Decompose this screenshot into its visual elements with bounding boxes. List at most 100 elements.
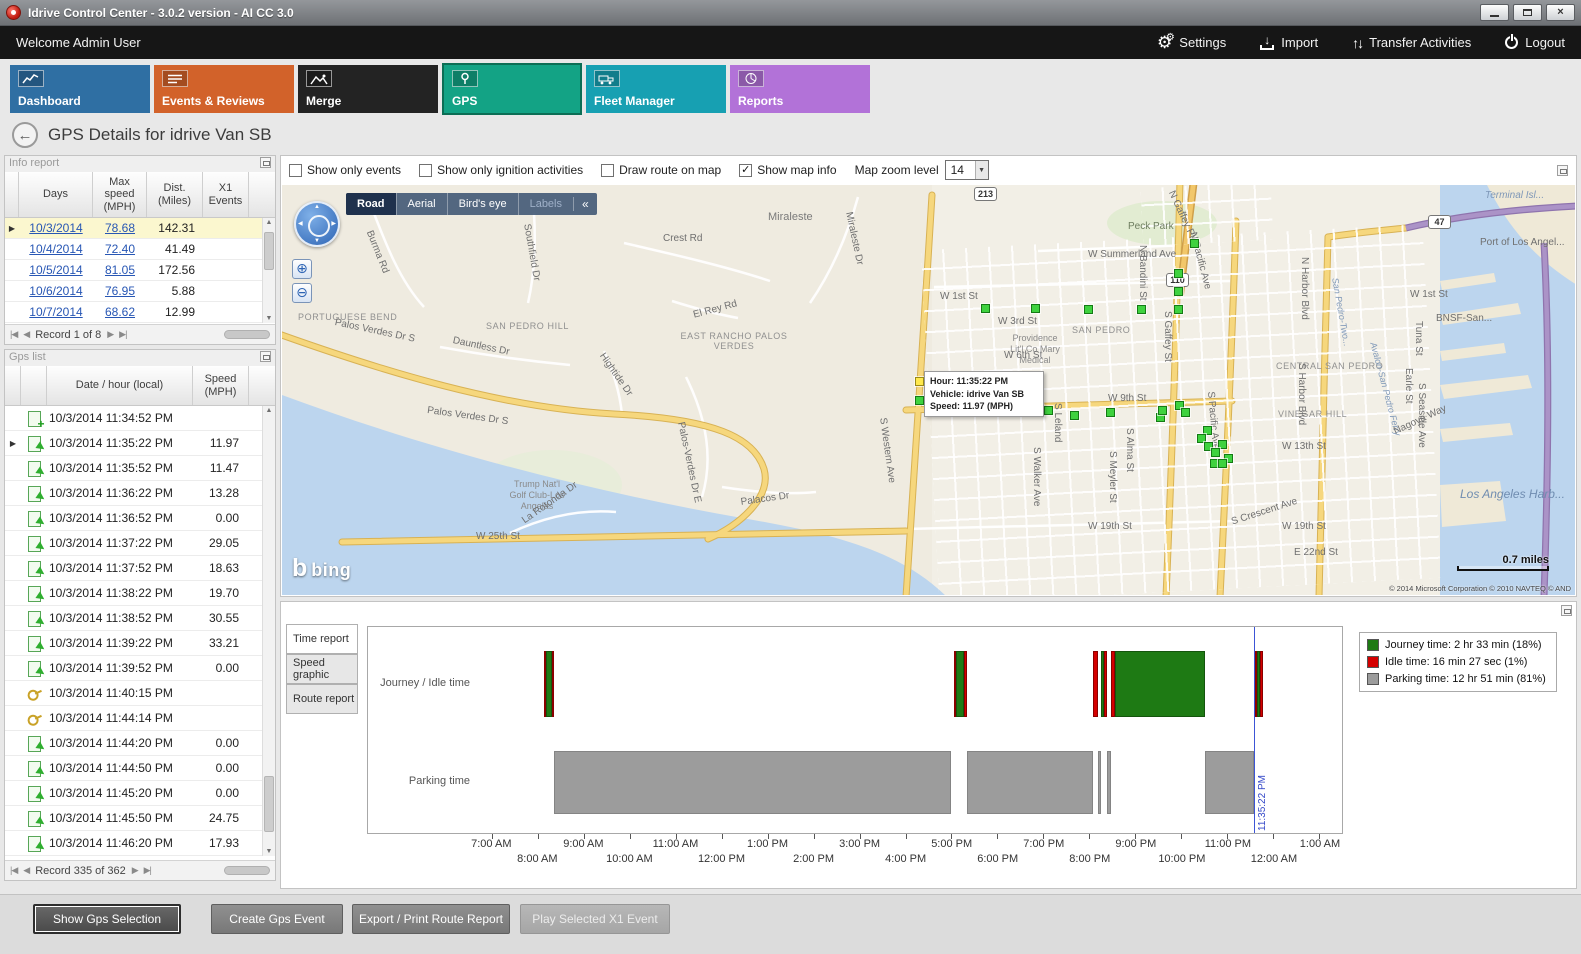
pan-north-icon[interactable]: ▲ [314, 204, 320, 210]
max-speed-link[interactable]: 81.05 [104, 263, 136, 277]
map-zoom-select[interactable]: 14 ▼ [944, 160, 989, 180]
tab-speed-graphic[interactable]: Speed graphic [286, 654, 358, 684]
gps-marker[interactable] [1218, 459, 1227, 468]
minimize-button[interactable] [1480, 4, 1509, 21]
collapse-icon[interactable] [1557, 164, 1568, 176]
map-type-aerial[interactable]: Aerial [395, 193, 447, 215]
gps-marker[interactable] [1224, 454, 1233, 463]
gps-list-row[interactable]: 10/3/2014 11:38:22 PM 19.70 [5, 581, 275, 606]
tab-dashboard[interactable]: Dashboard [10, 65, 150, 113]
zoom-out-button[interactable]: ⊖ [292, 283, 312, 303]
gps-marker[interactable] [1137, 305, 1146, 314]
max-speed-link[interactable]: 72.40 [104, 242, 136, 256]
pan-east-icon[interactable]: ▶ [331, 221, 336, 227]
tab-fleet-manager[interactable]: Fleet Manager [586, 65, 726, 113]
gps-marker[interactable] [1175, 401, 1184, 410]
gps-marker[interactable] [1204, 442, 1213, 451]
scroll-up-icon[interactable]: ▲ [265, 407, 273, 414]
gps-list-row[interactable]: 10/3/2014 11:45:50 PM 24.75 [5, 806, 275, 831]
info-report-row[interactable]: 10/4/2014 72.40 41.49 [5, 239, 275, 260]
map-type-road[interactable]: Road [346, 193, 396, 215]
gps-list-row[interactable]: 10/3/2014 11:37:22 PM 29.05 [5, 531, 275, 556]
day-link[interactable]: 10/7/2014 [29, 305, 83, 319]
zoom-in-button[interactable]: ⊕ [292, 259, 312, 279]
gps-list-row[interactable]: ▶ 10/3/2014 11:35:22 PM 11.97 [5, 431, 275, 456]
settings-button[interactable]: ⚙ ⚙ Settings [1157, 32, 1226, 51]
prev-page-button[interactable]: ◀ [23, 329, 30, 339]
column-distance[interactable]: Dist. (Miles) [147, 172, 203, 217]
scroll-down-icon[interactable]: ▼ [265, 315, 273, 322]
pager-scrollbar-thumb[interactable] [224, 330, 270, 339]
map-option-0[interactable]: Show only events [289, 163, 401, 177]
day-link[interactable]: 10/3/2014 [29, 221, 83, 235]
gps-marker[interactable] [1203, 426, 1212, 435]
info-report-row[interactable]: 10/6/2014 76.95 5.88 [5, 281, 275, 302]
checkbox-checked-icon[interactable]: ✓ [739, 163, 753, 177]
column-x1-events[interactable]: X1 Events [203, 172, 249, 217]
map-compass[interactable]: ▲ ▼ ◀ ▶ [294, 201, 340, 247]
gps-marker[interactable] [1106, 408, 1115, 417]
tab-route-report[interactable]: Route report [286, 684, 358, 714]
next-page-button[interactable]: ▶ [107, 329, 114, 339]
day-link[interactable]: 10/5/2014 [29, 263, 83, 277]
gps-marker[interactable] [1084, 305, 1093, 314]
first-page-button[interactable]: |◀ [10, 865, 18, 875]
next-page-button[interactable]: ▶ [131, 865, 139, 875]
gps-list-row[interactable]: 10/3/2014 11:39:52 PM 0.00 [5, 656, 275, 681]
gps-marker[interactable] [915, 396, 924, 405]
gps-marker[interactable] [1174, 269, 1183, 278]
tab-merge[interactable]: Merge [298, 65, 438, 113]
first-page-button[interactable]: |◀ [10, 329, 18, 339]
gps-scrollbar[interactable]: ▲ ▼ [262, 406, 275, 856]
scroll-up-icon[interactable]: ▲ [265, 219, 273, 226]
map[interactable]: Miraleste Peck Park W Summerland Ave Crest … [282, 185, 1575, 595]
pan-west-icon[interactable]: ◀ [298, 221, 303, 227]
pan-south-icon[interactable]: ▼ [314, 238, 320, 244]
gps-marker[interactable] [1197, 434, 1206, 443]
day-link[interactable]: 10/6/2014 [29, 284, 83, 298]
checkbox-icon[interactable] [601, 163, 615, 177]
import-button[interactable]: ↓ Import [1260, 33, 1318, 50]
logout-button[interactable]: Logout [1505, 34, 1565, 50]
gps-marker[interactable] [1044, 406, 1053, 415]
gps-list-row[interactable]: 10/3/2014 11:44:50 PM 0.00 [5, 756, 275, 781]
gps-marker[interactable] [1174, 305, 1183, 314]
map-option-2[interactable]: Draw route on map [601, 163, 721, 177]
info-report-row[interactable]: ▶ 10/3/2014 78.68 142.31 [5, 218, 275, 239]
last-page-button[interactable]: ▶| [143, 865, 152, 875]
gps-list-row[interactable]: 10/3/2014 11:37:52 PM 18.63 [5, 556, 275, 581]
scroll-thumb[interactable] [264, 232, 274, 270]
tab-reports[interactable]: Reports [730, 65, 870, 113]
gps-list-row[interactable]: 10/3/2014 11:44:14 PM [5, 706, 275, 731]
gps-marker[interactable] [1181, 408, 1190, 417]
tab-time-report[interactable]: Time report [286, 624, 358, 654]
map-type-collapse-icon[interactable]: « [573, 197, 597, 211]
tab-gps[interactable]: GPS [442, 63, 582, 115]
column-speed[interactable]: Speed (MPH) [193, 366, 249, 405]
map-type-birds-eye[interactable]: Bird's eye [446, 193, 518, 215]
collapse-icon[interactable] [260, 351, 271, 362]
collapse-icon[interactable] [1561, 605, 1572, 616]
play-selected-x1-event-button[interactable]: Play Selected X1 Event [520, 904, 670, 934]
gps-list-row[interactable]: 10/3/2014 11:38:52 PM 30.55 [5, 606, 275, 631]
transfer-activities-button[interactable]: ↑↓ Transfer Activities [1352, 35, 1471, 51]
pager-scrollbar-thumb[interactable] [224, 866, 270, 875]
gps-marker[interactable] [1158, 406, 1167, 415]
info-report-row[interactable]: 10/7/2014 68.62 12.99 [5, 302, 275, 323]
day-link[interactable]: 10/4/2014 [29, 242, 83, 256]
create-gps-event-button[interactable]: Create Gps Event [211, 904, 343, 934]
map-option-3[interactable]: ✓ Show map info [739, 163, 837, 177]
tab-events-reviews[interactable]: Events & Reviews [154, 65, 294, 113]
gps-marker[interactable] [1070, 411, 1079, 420]
gps-marker[interactable] [981, 304, 990, 313]
close-button[interactable]: × [1546, 4, 1575, 21]
show-gps-selection-button[interactable]: Show Gps Selection [33, 904, 181, 934]
scroll-thumb[interactable] [264, 776, 274, 832]
gps-list-row[interactable]: 10/3/2014 11:35:52 PM 11.47 [5, 456, 275, 481]
info-report-row[interactable]: 10/5/2014 81.05 172.56 [5, 260, 275, 281]
max-speed-link[interactable]: 78.68 [104, 221, 136, 235]
checkbox-icon[interactable] [419, 163, 433, 177]
selected-gps-marker[interactable] [915, 377, 924, 386]
back-button[interactable]: ← [12, 122, 38, 148]
gps-list-row[interactable]: 10/3/2014 11:36:52 PM 0.00 [5, 506, 275, 531]
